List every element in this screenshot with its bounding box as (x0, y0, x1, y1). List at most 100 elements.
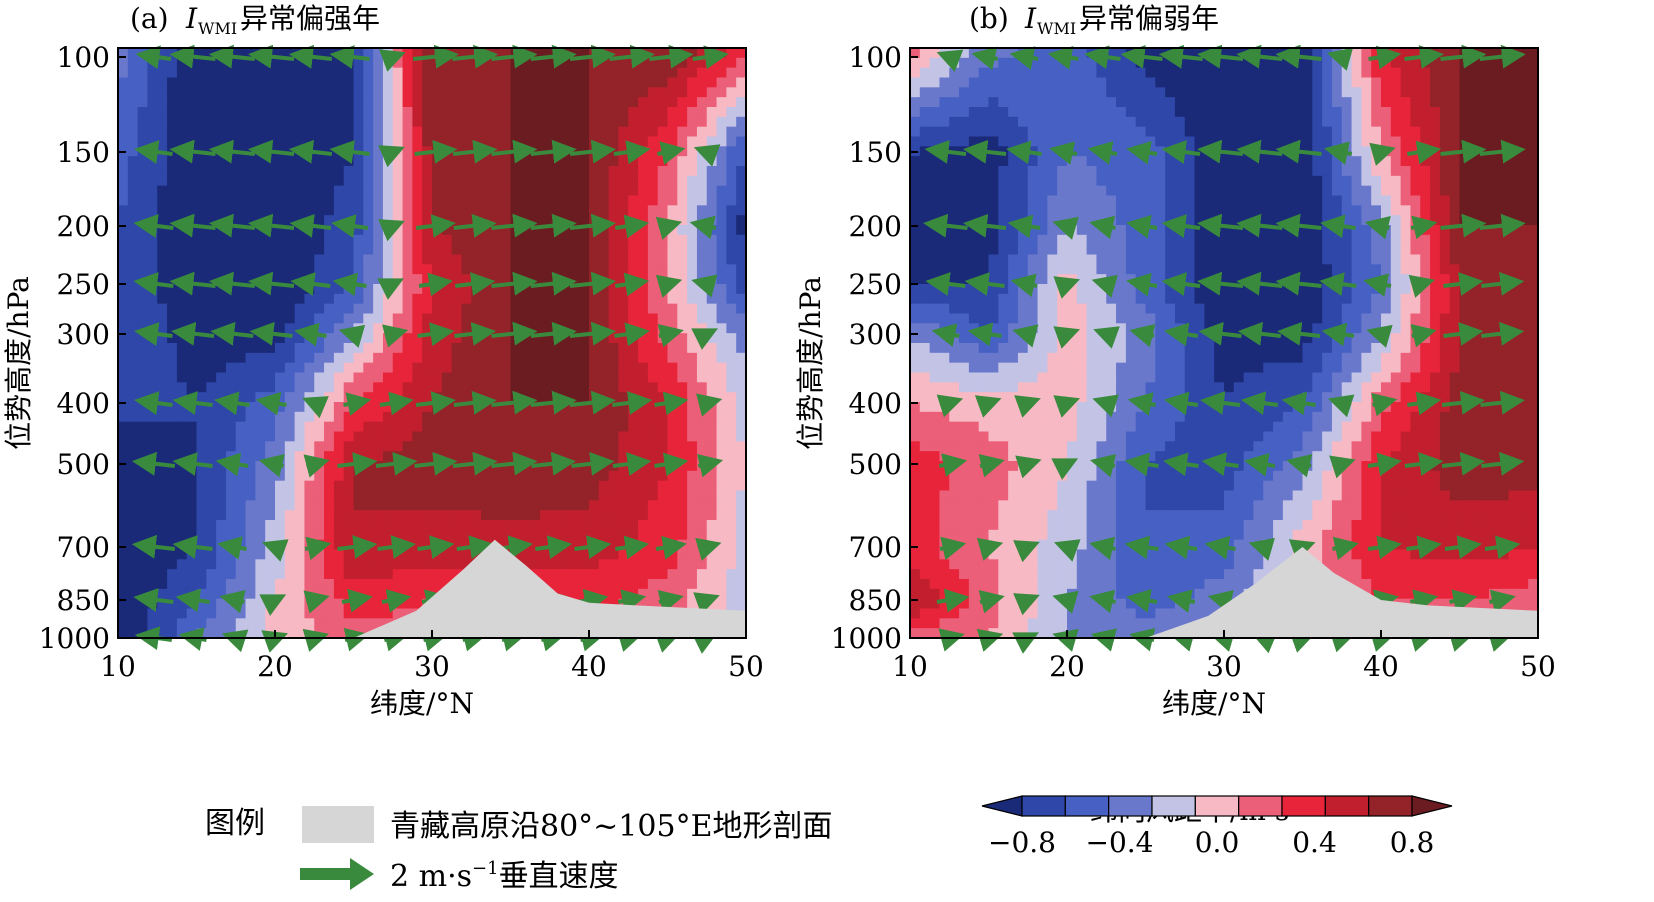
anomaly-cell (706, 215, 718, 226)
anomaly-cell (245, 185, 256, 197)
anomaly-cell (353, 490, 364, 501)
anomaly-cell (589, 264, 600, 275)
anomaly-cell (176, 87, 188, 98)
anomaly-cell (471, 303, 482, 315)
anomaly-cell (157, 421, 168, 433)
anomaly-cell (216, 77, 227, 88)
anomaly-cell (716, 87, 727, 98)
anomaly-cell (1008, 126, 1019, 138)
anomaly-cell (1243, 77, 1255, 88)
anomaly-cell (284, 166, 296, 177)
anomaly-cell (1037, 166, 1048, 177)
anomaly-cell (726, 293, 737, 305)
anomaly-cell (402, 598, 413, 610)
anomaly-cell (929, 107, 941, 118)
anomaly-cell (147, 421, 158, 433)
anomaly-cell (422, 569, 433, 580)
anomaly-cell (530, 195, 541, 206)
anomaly-cell (333, 608, 345, 619)
anomaly-cell (706, 166, 718, 177)
anomaly-cell (196, 57, 207, 69)
anomaly-cell (363, 372, 374, 383)
anomaly-cell (235, 362, 247, 374)
anomaly-cell (196, 303, 207, 315)
anomaly-cell (1194, 77, 1205, 88)
anomaly-cell (471, 510, 482, 521)
anomaly-cell (638, 520, 649, 531)
anomaly-cell (206, 254, 217, 265)
anomaly-cell (1488, 67, 1500, 79)
anomaly-cell (275, 421, 286, 433)
anomaly-cell (1439, 136, 1451, 147)
anomaly-cell (343, 510, 355, 521)
anomaly-cell (1371, 126, 1382, 138)
anomaly-cell (1439, 175, 1451, 187)
anomaly-cell (589, 549, 600, 560)
anomaly-cell (343, 490, 355, 501)
anomaly-cell (726, 500, 737, 511)
anomaly-cell (1381, 87, 1392, 98)
anomaly-cell (530, 67, 541, 79)
anomaly-cell (353, 451, 364, 462)
anomaly-cell (118, 205, 129, 216)
anomaly-cell (235, 451, 247, 462)
anomaly-cell (333, 293, 345, 305)
anomaly-cell (333, 411, 345, 423)
anomaly-cell (412, 352, 423, 364)
anomaly-cell (118, 254, 129, 265)
anomaly-cell (667, 559, 678, 570)
anomaly-cell (1165, 175, 1176, 187)
anomaly-cell (412, 588, 423, 600)
anomaly-cell (539, 87, 551, 98)
anomaly-cell (255, 628, 266, 639)
anomaly-cell (1381, 97, 1392, 108)
anomaly-cell (579, 549, 590, 560)
anomaly-cell (608, 185, 620, 197)
anomaly-cell (959, 107, 970, 118)
anomaly-cell (304, 618, 315, 629)
anomaly-cell (225, 244, 237, 256)
anomaly-cell (412, 48, 423, 59)
anomaly-cell (294, 598, 306, 610)
anomaly-cell (432, 234, 443, 246)
anomaly-cell (432, 382, 443, 393)
anomaly-cell (127, 441, 139, 452)
anomaly-cell (127, 67, 139, 79)
anomaly-cell (127, 333, 139, 344)
anomaly-cell (1184, 156, 1196, 167)
anomaly-cell (441, 205, 453, 216)
colorbar-tick-label: −0.4 (1086, 826, 1154, 859)
anomaly-cell (1057, 107, 1068, 118)
anomaly-cell (998, 126, 1009, 138)
anomaly-cell (687, 451, 698, 462)
anomaly-cell (628, 559, 639, 570)
anomaly-cell (186, 352, 198, 364)
anomaly-cell (618, 392, 629, 403)
anomaly-cell (490, 107, 502, 118)
anomaly-cell (392, 510, 404, 521)
anomaly-cell (137, 116, 149, 128)
anomaly-cell (579, 57, 590, 69)
anomaly-cell (402, 156, 413, 167)
anomaly-cell (569, 352, 580, 364)
anomaly-cell (687, 166, 698, 177)
anomaly-cell (294, 362, 306, 374)
anomaly-cell (373, 402, 384, 413)
anomaly-cell (1322, 126, 1333, 138)
anomaly-cell (255, 303, 266, 315)
anomaly-cell (726, 175, 737, 187)
anomaly-cell (569, 480, 580, 492)
anomaly-cell (186, 234, 198, 246)
anomaly-cell (333, 579, 345, 590)
anomaly-cell (1224, 185, 1235, 197)
anomaly-cell (432, 303, 443, 315)
anomaly-cell (1224, 175, 1235, 187)
anomaly-cell (225, 618, 237, 629)
anomaly-cell (363, 215, 374, 226)
anomaly-cell (461, 185, 472, 197)
anomaly-cell (118, 166, 129, 177)
anomaly-cell (382, 392, 394, 403)
anomaly-cell (929, 185, 941, 197)
anomaly-cell (461, 215, 472, 226)
anomaly-cell (959, 77, 970, 88)
